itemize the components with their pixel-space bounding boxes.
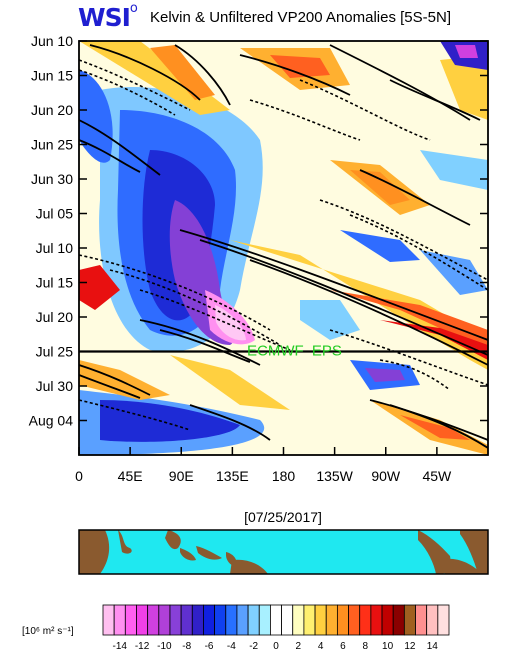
colorbar-tick-label: 0 (273, 641, 279, 652)
chart-title: Kelvin & Unfiltered VP200 Anomalies [5S-… (150, 9, 451, 26)
colorbar-swatch (214, 604, 227, 636)
colorbar-swatch (415, 604, 428, 636)
y-tick-label: Jun 20 (31, 102, 73, 118)
colorbar-tick-label: -12 (135, 641, 150, 652)
colorbar: -14 -12 -10 -8 -6 -4 -2 0 2 4 6 8 10 12 14 (102, 604, 450, 652)
forecast-eps-text: EPS (312, 343, 342, 360)
colorbar-swatch (392, 604, 405, 636)
colorbar-swatch (180, 604, 193, 636)
y-tick-label: Jul 20 (36, 309, 74, 325)
colorbar-swatch (158, 604, 171, 636)
map-frame (78, 529, 489, 575)
colorbar-tick-label: 14 (427, 641, 439, 652)
colorbar-swatch (281, 604, 294, 636)
y-tick-label: Jun 15 (31, 68, 73, 84)
colorbar-swatch (370, 604, 383, 636)
colorbar-swatch (102, 604, 115, 636)
date-label: [07/25/2017] (244, 509, 322, 525)
colorbar-swatch (348, 604, 361, 636)
wsi-logo: WSIo (78, 1, 138, 32)
colorbar-tick-label: -10 (157, 641, 172, 652)
x-tick-label: 45W (422, 468, 452, 484)
colorbar-swatch (136, 604, 149, 636)
colorbar-swatch (225, 604, 238, 636)
colorbar-swatch (426, 604, 439, 636)
x-tick-label: 135W (316, 468, 353, 484)
colorbar-swatch (336, 604, 349, 636)
y-tick-label: Aug 04 (29, 413, 74, 429)
colorbar-tick-label: 8 (363, 641, 369, 652)
colorbar-swatch (258, 604, 271, 636)
colorbar-tick-label: 6 (340, 641, 346, 652)
anomaly-field (79, 41, 488, 455)
colorbar-swatch (203, 604, 216, 636)
colorbar-swatch (236, 604, 249, 636)
colorbar-tick-label: -4 (227, 641, 236, 652)
y-tick-label: Jul 15 (36, 275, 74, 291)
x-tick-label: 135E (216, 468, 249, 484)
colorbar-tick-label: -6 (205, 641, 214, 652)
x-tick-label: 180 (272, 468, 296, 484)
colorbar-swatch (359, 604, 372, 636)
colorbar-tick-label: -2 (249, 641, 258, 652)
colorbar-tick-label: 4 (318, 641, 324, 652)
colorbar-swatch (147, 604, 160, 636)
colorbar-tick-label: 2 (296, 641, 302, 652)
colorbar-swatch (303, 604, 316, 636)
colorbar-tick-label: 10 (382, 641, 394, 652)
colorbar-swatch (270, 604, 282, 636)
y-tick-label: Jun 25 (31, 137, 73, 153)
x-tick-label: 90E (169, 468, 194, 484)
colorbar-swatch (403, 604, 416, 636)
colorbar-swatch (314, 604, 327, 636)
y-tick-label: Jun 30 (31, 171, 73, 187)
y-tick-label: Jul 25 (36, 344, 74, 360)
y-tick-label: Jul 05 (36, 206, 74, 222)
colorbar-swatch (325, 604, 338, 636)
tropical-map (79, 530, 488, 574)
colorbar-swatch (124, 604, 137, 636)
y-tick-label: Jul 10 (36, 240, 74, 256)
x-tick-label: 90W (371, 468, 401, 484)
y-tick-label: Jul 30 (36, 378, 74, 394)
y-tick-label: Jun 10 (31, 33, 73, 49)
colorbar-swatch (381, 604, 394, 636)
forecast-label: ECMWF EPS (247, 343, 342, 360)
colorbar-swatch (247, 604, 260, 636)
colorbar-swatch (292, 604, 305, 636)
x-tick-label: 45E (118, 468, 143, 484)
colorbar-swatch (437, 604, 450, 636)
colorbar-tick-label: -8 (182, 641, 191, 652)
colorbar-swatch (191, 604, 204, 636)
colorbar-unit-label: [10⁶ m² s⁻¹] (22, 626, 74, 637)
colorbar-tick-label: 12 (404, 641, 416, 652)
colorbar-tick-label: -14 (113, 641, 128, 652)
x-tick-label: 0 (75, 468, 83, 484)
colorbar-swatch (113, 604, 126, 636)
forecast-model-text: ECMWF (247, 343, 304, 360)
colorbar-swatch (169, 604, 182, 636)
